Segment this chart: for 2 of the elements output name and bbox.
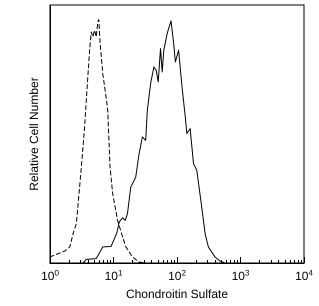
- x-axis-title: Chondroitin Sulfate: [126, 287, 228, 301]
- y-axis-title: Relative Cell Number: [27, 77, 41, 191]
